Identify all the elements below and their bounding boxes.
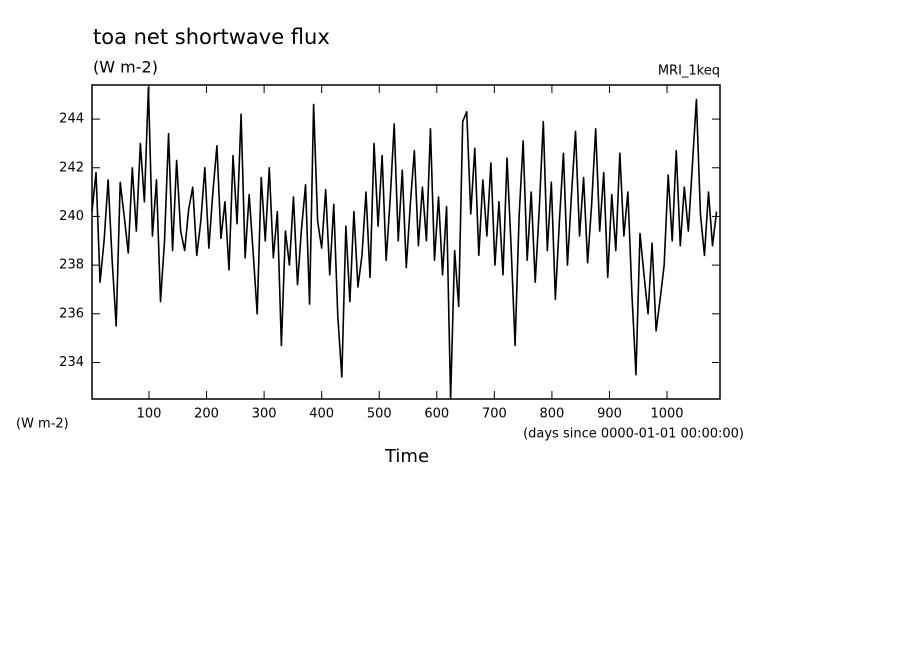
x-tick-label: 400 xyxy=(309,407,334,422)
x-axis-units: (days since 0000-01-01 00:00:00) xyxy=(523,427,744,442)
x-tick-label: 700 xyxy=(482,407,507,422)
y-tick-label: 240 xyxy=(59,209,84,224)
plot-frame xyxy=(91,84,721,400)
y-tick-label: 244 xyxy=(59,112,84,127)
x-tick-label: 1000 xyxy=(650,407,683,422)
x-tick-label: 100 xyxy=(137,407,162,422)
y-tick-label: 238 xyxy=(59,258,84,273)
x-tick-label: 900 xyxy=(597,407,622,422)
y-tick-label: 236 xyxy=(59,306,84,321)
x-tick-label: 500 xyxy=(367,407,392,422)
y-tick-label: 242 xyxy=(59,160,84,175)
x-tick-label: 300 xyxy=(252,407,277,422)
y-axis-label: (W m-2) xyxy=(16,417,69,432)
chart-title: toa net shortwave flux xyxy=(93,25,330,49)
x-tick-label: 600 xyxy=(424,407,449,422)
annotation: MRI_1keq xyxy=(658,64,720,79)
x-tick-label: 800 xyxy=(540,407,565,422)
data-line xyxy=(91,86,718,400)
x-tick-label: 200 xyxy=(194,407,219,422)
x-axis-label: Time xyxy=(384,446,429,467)
y-tick-label: 234 xyxy=(59,355,84,370)
chart-subtitle: (W m-2) xyxy=(93,58,158,77)
